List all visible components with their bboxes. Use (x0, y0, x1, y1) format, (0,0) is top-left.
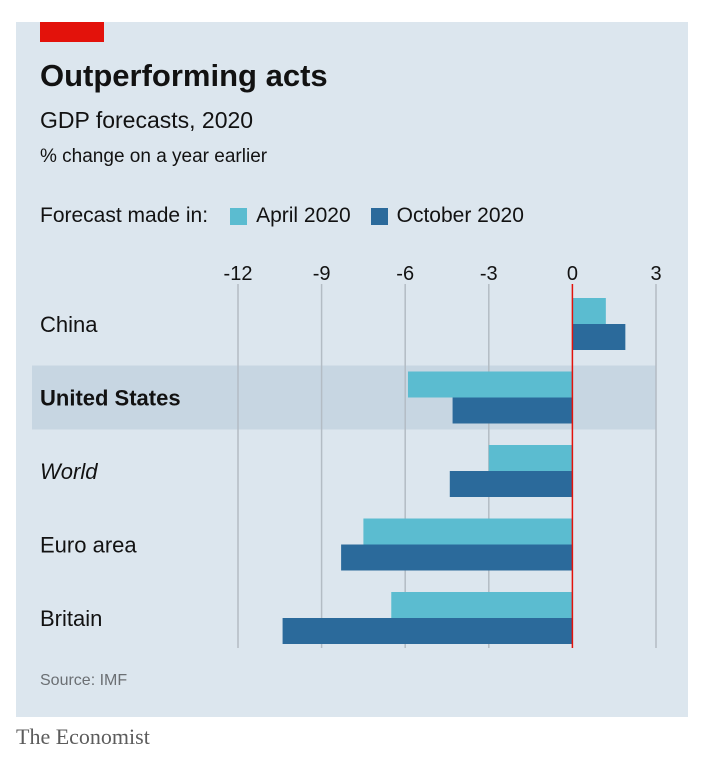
chart-subtitle: GDP forecasts, 2020 (40, 107, 254, 133)
category-label: Euro area (40, 533, 137, 558)
category-label: Britain (40, 606, 102, 631)
legend-swatch-october (370, 207, 388, 225)
x-tick-label: -12 (224, 263, 253, 285)
x-tick-label: -9 (313, 263, 331, 285)
legend-entry-october: October 2020 (370, 204, 524, 228)
bar (363, 518, 573, 545)
x-tick-label: 0 (567, 263, 578, 285)
x-tick-label: -3 (480, 263, 498, 285)
bar (452, 397, 573, 424)
chart-units: % change on a year earlier (40, 146, 268, 167)
bar (488, 445, 573, 471)
category-label: World (40, 459, 98, 484)
chart-card: Outperforming acts GDP forecasts, 2020 %… (16, 22, 688, 717)
x-tick-label: -6 (396, 263, 414, 285)
bar (572, 324, 626, 350)
bar (449, 471, 573, 497)
chart-title: Outperforming acts (40, 58, 328, 93)
bar-chart: -12 -9 -6 -3 0 3 China United States World Euro a… (32, 263, 662, 648)
bar (282, 618, 573, 644)
source-note: Source: IMF (40, 672, 128, 689)
economist-red-tag (40, 22, 104, 42)
category-label: China (40, 312, 98, 337)
legend-title: Forecast made in: (40, 204, 209, 227)
legend-swatch-april (230, 207, 248, 225)
bar (341, 544, 573, 571)
legend-entry-april: April 2020 (230, 204, 351, 228)
x-tick-label: 3 (650, 263, 661, 285)
legend-label-october: October 2020 (396, 204, 524, 227)
economist-wordmark: The Economist (16, 724, 150, 749)
legend-label-april: April 2020 (256, 204, 351, 227)
bar (407, 371, 573, 398)
bar (391, 592, 573, 618)
bar (572, 298, 606, 324)
category-label: United States (40, 386, 181, 411)
legend: Forecast made in: April 2020 October 202… (40, 203, 544, 229)
